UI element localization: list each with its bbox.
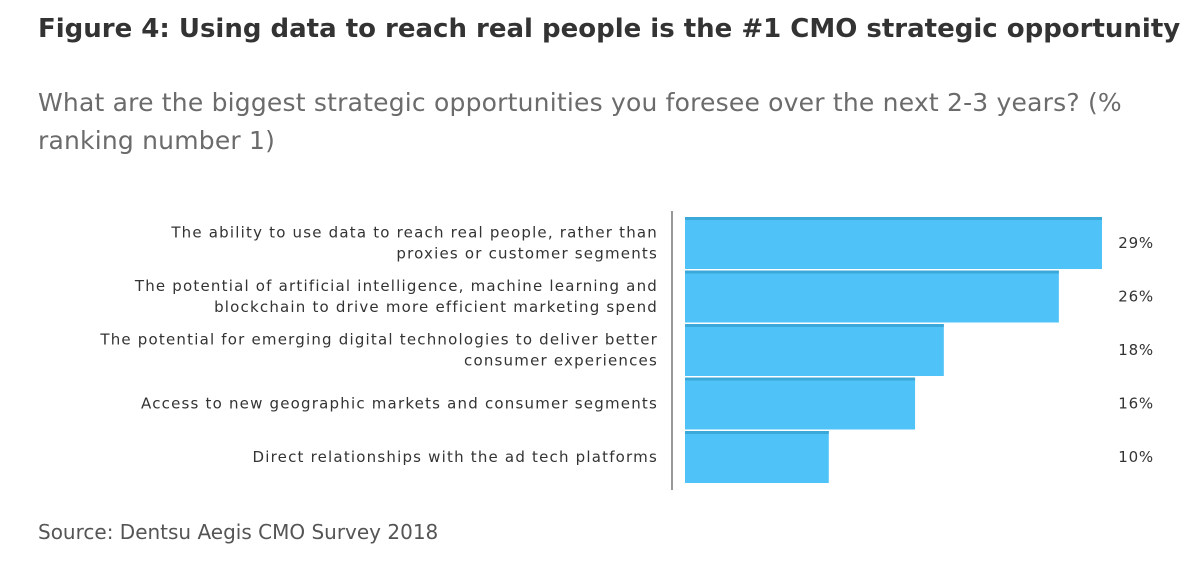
- bar-4: [685, 377, 916, 430]
- bar-1: [685, 217, 1102, 269]
- value-label-1: 29%: [1118, 234, 1154, 252]
- value-label-2: 26%: [1118, 288, 1154, 306]
- bar-edge-1: [685, 217, 1102, 220]
- bar-edge-4: [685, 377, 916, 381]
- figure-title: Figure 4: Using data to reach real peopl…: [38, 14, 1181, 44]
- category-label-4: Access to new geographic markets and con…: [141, 395, 658, 413]
- bar-3: [685, 324, 944, 376]
- category-label-2: The potential of artificial intelligence…: [134, 277, 658, 316]
- value-label-3: 18%: [1118, 341, 1154, 359]
- category-label-3: The potential for emerging digital techn…: [99, 331, 658, 370]
- source-note: Source: Dentsu Aegis CMO Survey 2018: [38, 520, 439, 544]
- bar-edge-5: [685, 431, 829, 434]
- category-label-1: The ability to use data to reach real pe…: [170, 224, 658, 263]
- figure-subtitle: What are the biggest strategic opportuni…: [38, 88, 1122, 155]
- bar-2: [685, 270, 1059, 323]
- value-label-5: 10%: [1118, 448, 1154, 466]
- bar-edge-3: [685, 324, 944, 327]
- category-label-5: Direct relationships with the ad tech pl…: [253, 448, 658, 466]
- value-label-4: 16%: [1118, 395, 1154, 413]
- bar-edge-2: [685, 270, 1059, 274]
- bar-5: [685, 431, 829, 483]
